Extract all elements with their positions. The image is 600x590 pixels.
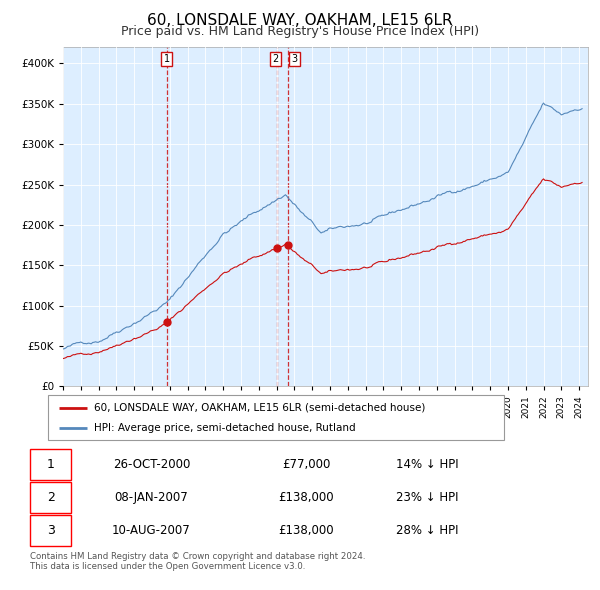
Text: 60, LONSDALE WAY, OAKHAM, LE15 6LR: 60, LONSDALE WAY, OAKHAM, LE15 6LR [147,13,453,28]
Text: 3: 3 [47,523,55,537]
Text: 14% ↓ HPI: 14% ↓ HPI [396,457,459,471]
Text: 08-JAN-2007: 08-JAN-2007 [115,490,188,504]
Point [283,241,292,250]
Point [162,317,172,327]
Text: 28% ↓ HPI: 28% ↓ HPI [396,523,458,537]
Text: £138,000: £138,000 [278,490,334,504]
Text: 1: 1 [47,457,55,471]
Text: Price paid vs. HM Land Registry's House Price Index (HPI): Price paid vs. HM Land Registry's House … [121,25,479,38]
Text: £138,000: £138,000 [278,523,334,537]
FancyBboxPatch shape [30,448,71,480]
FancyBboxPatch shape [30,514,71,546]
FancyBboxPatch shape [30,481,71,513]
Text: 26-OCT-2000: 26-OCT-2000 [113,457,190,471]
Text: Contains HM Land Registry data © Crown copyright and database right 2024.
This d: Contains HM Land Registry data © Crown c… [30,552,365,571]
FancyBboxPatch shape [48,395,504,440]
Text: 2: 2 [47,490,55,504]
Text: 3: 3 [292,54,298,64]
Text: HPI: Average price, semi-detached house, Rutland: HPI: Average price, semi-detached house,… [94,424,355,434]
Text: 2: 2 [272,54,278,64]
Point [272,243,282,253]
Text: 1: 1 [164,54,170,64]
Text: 60, LONSDALE WAY, OAKHAM, LE15 6LR (semi-detached house): 60, LONSDALE WAY, OAKHAM, LE15 6LR (semi… [94,403,425,412]
Text: 23% ↓ HPI: 23% ↓ HPI [396,490,458,504]
Text: 10-AUG-2007: 10-AUG-2007 [112,523,191,537]
Text: £77,000: £77,000 [282,457,330,471]
